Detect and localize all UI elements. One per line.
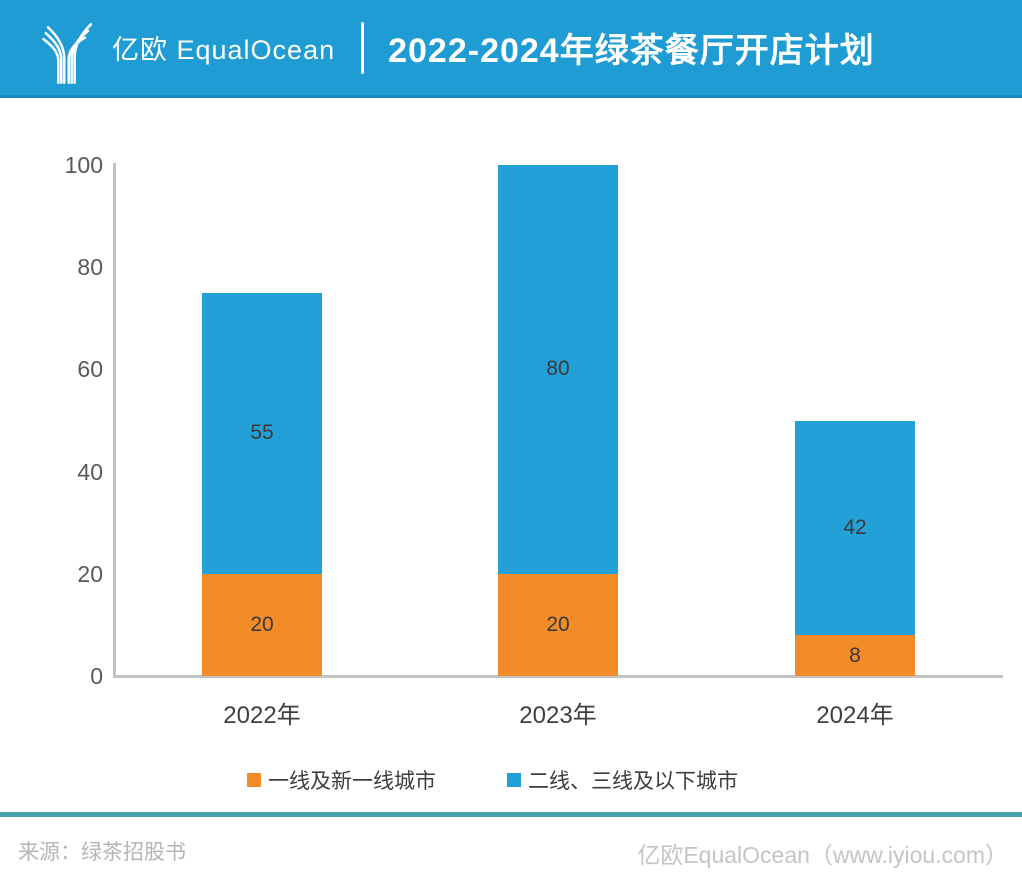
bar-segment-tier1: 20 — [498, 573, 618, 676]
x-axis-label: 2023年 — [519, 702, 597, 729]
x-axis-label: 2024年 — [816, 702, 894, 729]
bar-value-label: 80 — [546, 357, 570, 381]
legend-swatch-blue — [507, 773, 521, 787]
page-title: 2022-2024年绿茶餐厅开店计划 — [388, 32, 875, 70]
bar-value-label: 55 — [250, 421, 274, 445]
bar-segment-tier2: 55 — [202, 292, 322, 574]
y-axis-tick-label: 80 — [77, 254, 103, 281]
legend-swatch-orange — [247, 773, 261, 787]
footer-divider-line — [0, 812, 1022, 817]
y-axis-tick-label: 100 — [64, 152, 103, 178]
y-axis-tick-label: 40 — [77, 458, 103, 485]
bar-value-label: 8 — [849, 643, 861, 667]
y-axis-tick-label: 0 — [90, 663, 103, 689]
header-banner: 亿欧 EqualOcean 2022-2024年绿茶餐厅开店计划 — [0, 0, 1022, 98]
header-divider — [361, 21, 365, 74]
bar-segment-tier1: 8 — [795, 635, 915, 676]
logo-text: 亿欧 EqualOcean — [112, 35, 336, 65]
legend-label: 二线、三线及以下城市 — [528, 770, 738, 793]
bar-segment-tier2: 80 — [498, 165, 618, 574]
legend-label: 一线及新一线城市 — [268, 770, 436, 793]
bar-value-label: 20 — [546, 612, 570, 636]
y-axis-tick-label: 20 — [77, 560, 103, 587]
equalocean-logo-icon — [42, 22, 93, 84]
legend-item-tier1-cities: 一线及新一线城市 — [247, 766, 436, 794]
bar-value-label: 20 — [250, 612, 274, 636]
brand-watermark: 亿欧EqualOcean（www.iyiou.com） — [637, 842, 1008, 868]
x-axis-line — [113, 675, 1003, 678]
x-axis-label: 2022年 — [223, 702, 301, 729]
source-note: 来源：绿茶招股书 — [18, 841, 186, 864]
bar-segment-tier1: 20 — [202, 573, 322, 676]
y-axis-tick-label: 60 — [77, 356, 103, 383]
chart-legend: 一线及新一线城市 二线、三线及以下城市 — [0, 766, 1022, 796]
y-axis-line — [113, 163, 116, 678]
stacked-bar-chart: 0 20 40 60 80 100 20 55 2022年 20 80 2023年 8 42 2024年 — [64, 152, 1003, 729]
legend-item-tier2-cities: 二线、三线及以下城市 — [507, 766, 738, 794]
bar-segment-tier2: 42 — [795, 420, 915, 636]
bar-value-label: 42 — [843, 515, 867, 539]
